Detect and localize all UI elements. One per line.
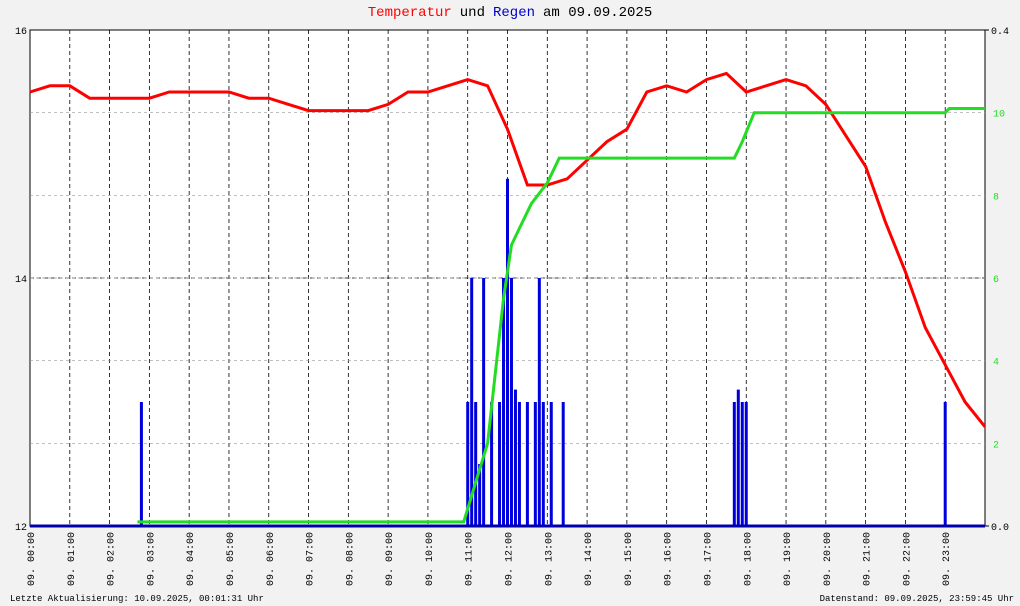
x-tick-label: 09. 03:00 [146,532,157,586]
rain-bar [502,278,506,526]
x-tick-label: 09. 08:00 [345,532,356,586]
x-tick-label: 09. 12:00 [505,532,516,586]
rain-bar [561,402,565,526]
y-tick-label: 14 [15,275,27,286]
x-tick-label: 09. 17:00 [703,532,714,586]
data-line [29,71,987,428]
x-tick-label: 09. 02:00 [107,532,118,586]
rain-bar [466,402,470,526]
x-tick-label: 09. 07:00 [306,532,317,586]
y3-tick-label: 10 [993,110,1005,121]
x-tick-label: 09. 04:00 [186,532,197,586]
x-tick-label: 09. 09:00 [385,532,396,586]
x-tick-label: 09. 18:00 [743,532,754,586]
footer-right: Datenstand: 09.09.2025, 23:59:45 Uhr [820,594,1014,604]
title-part: Regen [493,5,535,21]
x-tick-label: 09. 20:00 [823,532,834,586]
rain-bar [139,402,143,526]
y3-tick-label: 4 [993,358,999,369]
rain-bar [744,402,748,526]
rain-bar [549,402,553,526]
title-part: und [460,5,485,21]
x-tick-label: 09. 19:00 [783,532,794,586]
rain-bar [533,402,537,526]
x-tick-label: 09. 11:00 [465,532,476,586]
rain-bar [490,402,494,526]
rain-bar [498,402,502,526]
rain-bar [482,278,486,526]
chart-title: Temperatur und Regen am 09.09.2025 [368,5,652,21]
x-tick-label: 09. 14:00 [584,532,595,586]
y2-tick-label: 0.4 [991,27,1009,38]
x-tick-label: 09. 13:00 [544,532,555,586]
title-part: am 09.09.2025 [543,5,652,21]
title-part: Temperatur [368,5,452,21]
rain-bar [470,278,474,526]
rain-bar [506,178,509,527]
y3-tick-label: 2 [993,440,999,451]
x-tick-label: 09. 10:00 [425,532,436,586]
x-tick-label: 09. 22:00 [902,532,913,586]
x-tick-label: 09. 06:00 [266,532,277,586]
rain-bar [736,389,740,526]
x-tick-label: 09. 21:00 [863,532,874,586]
y2-tick-label: 0.0 [991,523,1009,534]
rain-bar [474,402,478,526]
x-tick-label: 09. 01:00 [67,532,78,586]
rain-bar [513,389,517,526]
rain-bar [537,278,541,526]
x-tick-label: 09. 05:00 [226,532,237,586]
rain-bar [509,278,513,526]
footer-left: Letzte Aktualisierung: 10.09.2025, 00:01… [10,594,264,604]
rain-bar [943,402,947,526]
x-tick-label: 09. 00:00 [27,532,38,586]
y3-tick-label: 8 [993,192,999,203]
y-tick-label: 16 [15,27,27,38]
x-tick-label: 09. 23:00 [942,532,953,586]
x-tick-label: 09. 15:00 [624,532,635,586]
rain-bar [541,402,545,526]
rain-bar [517,402,521,526]
data-line [137,107,985,524]
y3-tick-label: 6 [993,275,999,286]
rain-bar [732,402,736,526]
rain-bar [478,464,482,526]
rain-bar [740,402,744,526]
x-tick-label: 09. 16:00 [664,532,675,586]
y-tick-label: 12 [15,523,27,534]
rain-bar [525,402,529,526]
